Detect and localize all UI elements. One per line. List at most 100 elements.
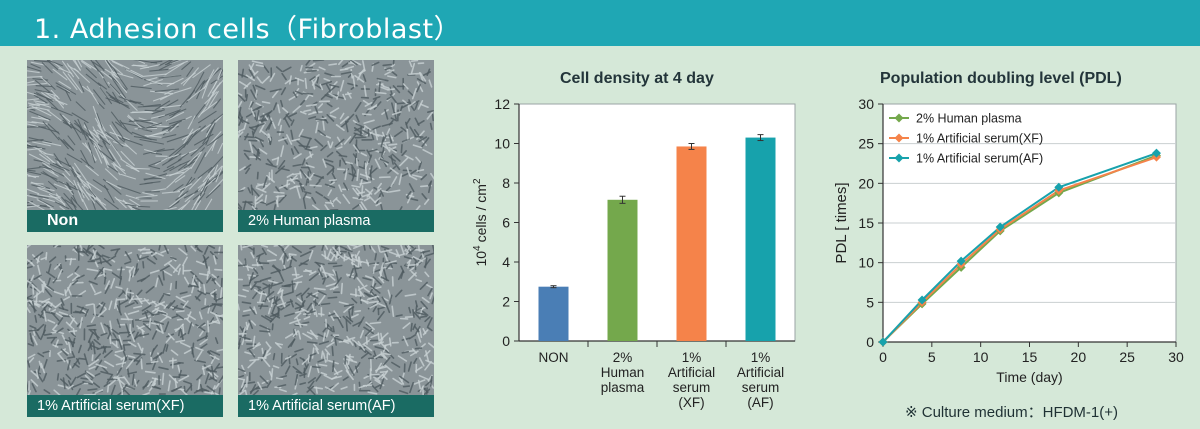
cell-texture (249, 358, 260, 362)
cell-texture (33, 290, 43, 299)
cell-texture (142, 380, 150, 390)
cell-texture (39, 76, 51, 86)
cell-texture (214, 280, 221, 288)
cell-texture (169, 164, 182, 172)
cell-texture (124, 251, 132, 261)
cell-texture (196, 277, 203, 285)
cell-texture (199, 330, 204, 337)
cell-texture (361, 185, 364, 197)
cell-texture (401, 350, 409, 354)
cell-texture (206, 385, 215, 392)
cell-texture (119, 93, 138, 111)
cell-texture (57, 348, 67, 355)
cell-texture (261, 347, 264, 355)
cell-texture (318, 363, 328, 367)
cell-texture (361, 260, 370, 264)
cell-texture (94, 291, 102, 296)
cell-texture (217, 69, 222, 81)
cell-texture (283, 245, 290, 251)
cell-texture (328, 274, 336, 281)
cell-texture (338, 254, 346, 260)
cell-texture (298, 259, 310, 267)
cell-texture (262, 284, 271, 290)
cell-texture (251, 60, 264, 65)
cell-texture (118, 290, 125, 298)
cell-texture (99, 136, 111, 146)
cell-texture (315, 363, 320, 374)
cell-texture (340, 116, 349, 125)
cell-texture (184, 193, 195, 203)
cell-texture (183, 380, 192, 385)
cell-texture (175, 339, 186, 343)
cell-texture (398, 390, 409, 395)
cell-texture (140, 347, 144, 355)
cell-texture (152, 95, 168, 102)
cell-texture (112, 162, 126, 175)
cell-texture (186, 66, 194, 77)
cell-texture (291, 280, 294, 293)
cell-texture (238, 375, 245, 379)
cell-texture (178, 375, 190, 382)
cell-texture (344, 255, 356, 263)
cell-texture (43, 333, 53, 336)
cell-texture (304, 148, 313, 152)
cell-texture (187, 314, 196, 321)
cell-texture (72, 382, 85, 388)
cell-texture (335, 271, 340, 283)
cell-texture (323, 77, 331, 82)
cell-texture (189, 176, 202, 190)
cell-texture (412, 257, 419, 264)
cell-texture (289, 353, 298, 359)
cell-texture (255, 187, 267, 193)
cell-texture (126, 366, 130, 378)
cell-texture (171, 386, 182, 392)
cell-texture (27, 260, 33, 265)
cell-texture (104, 168, 118, 181)
cell-texture (427, 109, 434, 114)
cell-texture (211, 320, 221, 325)
cell-texture (238, 337, 242, 346)
cell-texture (286, 177, 299, 182)
cell-texture (199, 343, 208, 350)
cell-texture (245, 74, 256, 82)
cell-texture (354, 136, 367, 139)
cell-texture (216, 348, 223, 352)
cell-texture (294, 302, 302, 308)
cell-texture (29, 193, 49, 199)
cell-texture (282, 66, 292, 73)
cell-texture (309, 245, 316, 250)
cell-texture (90, 283, 96, 293)
cell-texture (185, 318, 195, 327)
cell-texture (302, 198, 307, 210)
cell-texture (93, 89, 106, 105)
cell-texture (259, 330, 271, 333)
cell-texture (411, 348, 417, 354)
cell-texture (332, 326, 335, 333)
cell-texture (136, 325, 145, 333)
cell-texture (73, 246, 80, 254)
cell-texture (374, 293, 381, 303)
cell-texture (380, 204, 383, 210)
cell-texture (199, 178, 209, 197)
cell-texture (83, 393, 96, 395)
cell-texture (317, 294, 326, 305)
cell-texture (86, 191, 107, 206)
cell-texture (168, 144, 187, 162)
cell-texture (99, 302, 106, 314)
cell-texture (326, 248, 332, 260)
cell-texture (250, 320, 257, 326)
cell-texture (349, 133, 357, 144)
cell-texture (244, 245, 254, 251)
cell-texture (35, 80, 51, 93)
cell-texture (191, 104, 206, 122)
cell-texture (76, 175, 91, 189)
cell-texture (102, 257, 112, 267)
cell-texture (27, 353, 36, 359)
cell-texture (404, 293, 417, 297)
cell-texture (104, 68, 122, 80)
cell-texture (402, 385, 410, 388)
cell-texture (248, 279, 252, 286)
cell-texture (150, 252, 158, 261)
cell-texture (63, 139, 75, 151)
cell-texture (169, 60, 188, 70)
